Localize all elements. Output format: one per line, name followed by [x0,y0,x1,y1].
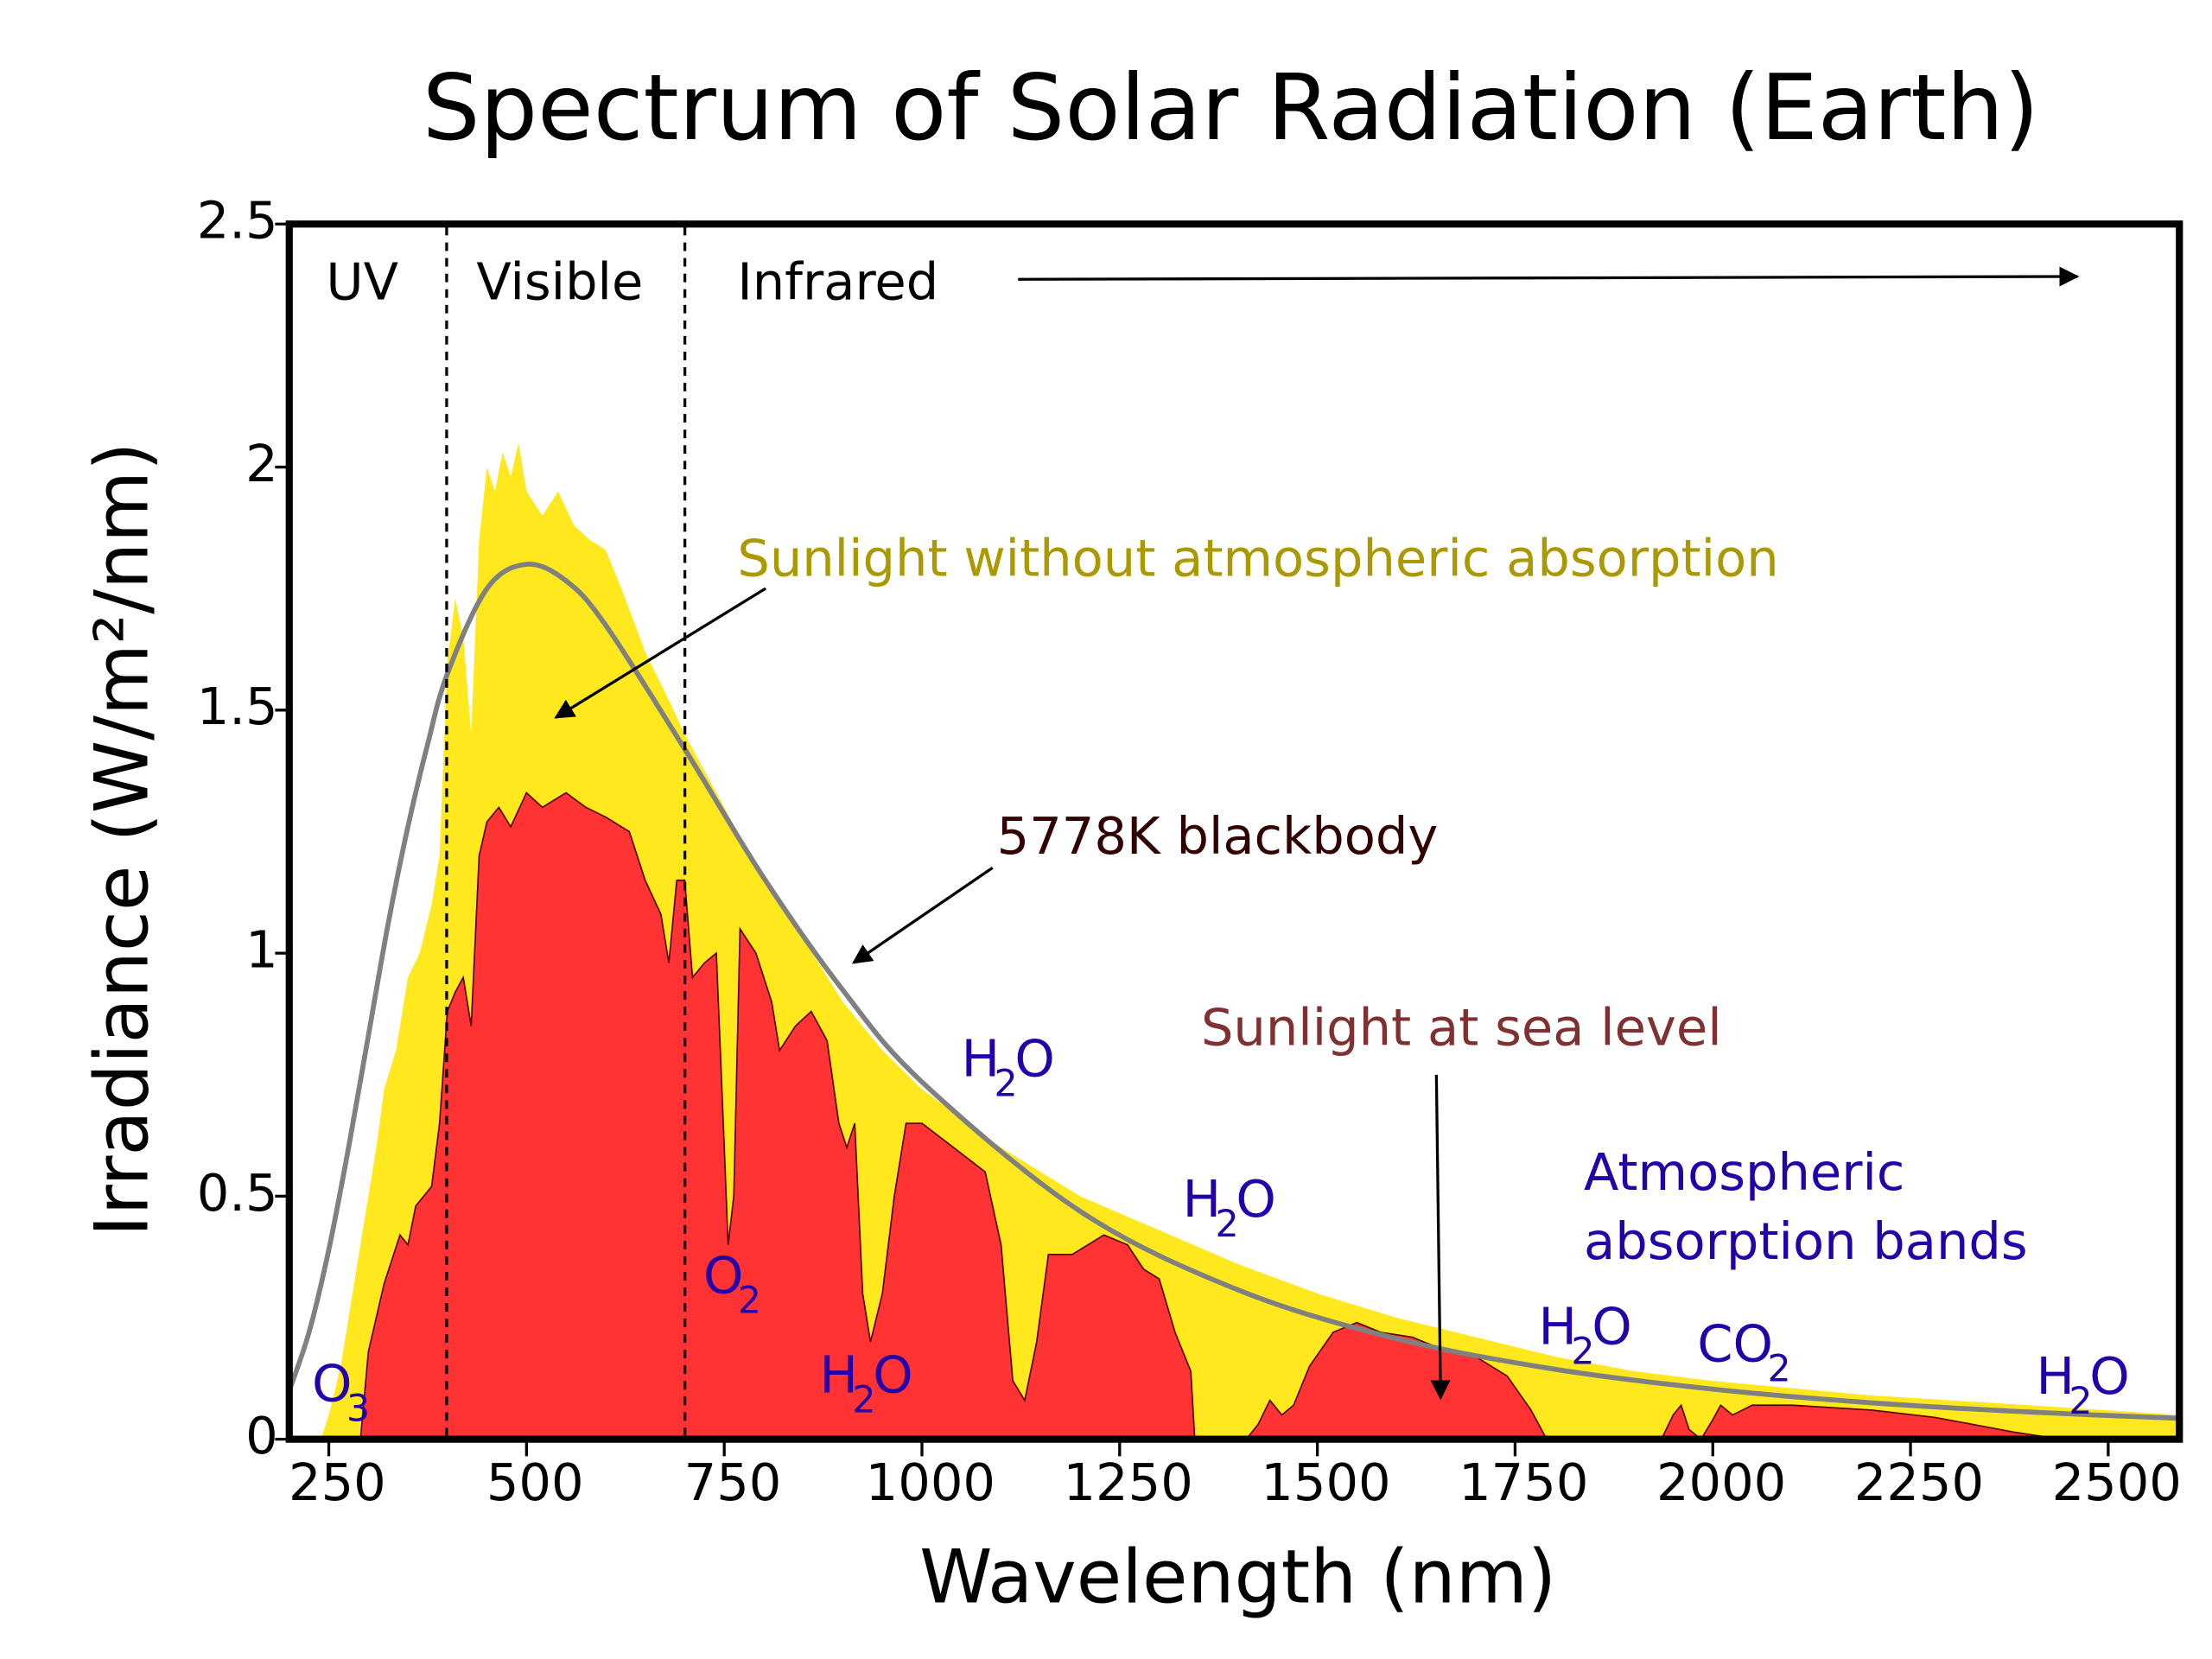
annotation-blackbody: 5778K blackbody [997,806,1439,866]
absorption-band-label: H2O [1183,1169,1276,1246]
x-tick-label: 750 [684,1452,782,1512]
absorption-band-label: H2O [1539,1297,1632,1374]
x-tick-label: 1750 [1459,1452,1588,1512]
y-tick-label: 1 [245,920,278,980]
annotation-sunlight-top: Sunlight without atmospheric absorption [737,528,1778,588]
x-tick-label: 250 [289,1452,386,1512]
x-tick-label: 2000 [1656,1452,1786,1512]
annotation-absorption-line1: Atmospheric [1584,1142,1904,1202]
absorption-band-label: H2O [820,1344,913,1421]
y-tick-label: 0 [245,1406,278,1465]
x-tick-label: 2250 [1854,1452,1984,1512]
y-axis-label: Irradiance (W/m²/nm) [80,442,166,1237]
chart-title: Spectrum of Solar Radiation (Earth) [423,55,2039,161]
plot-area [287,442,2180,1440]
sea-level-arrow [1430,1074,1451,1401]
absorption-band-label: H2O [2037,1346,2130,1423]
y-tick-label: 2 [245,434,278,493]
x-tick-label: 500 [486,1452,584,1512]
absorption-band-label: O3 [312,1353,370,1430]
y-tick-label: 1.5 [197,677,278,736]
annotation-sea-level: Sunlight at sea level [1201,997,1722,1057]
absorption-band-label: O2 [703,1246,761,1323]
annotation-absorption-line2: absorption bands [1584,1211,2028,1271]
absorption-band-label: CO2 [1697,1313,1790,1390]
infrared-arrow [1018,266,2080,287]
region-label-visible: Visible [476,251,643,311]
x-tick-label: 2500 [2052,1452,2182,1512]
region-label-uv: UV [326,251,398,311]
blackbody-arrow [852,866,994,964]
x-tick-label: 1000 [866,1452,995,1512]
series-blackbody-line [287,562,2180,1421]
sunlight-top-arrow [554,587,767,719]
region-label-infrared: Infrared [737,251,938,311]
x-tick-label: 1250 [1063,1452,1192,1512]
y-tick-label: 2.5 [197,191,278,251]
plot-frame [285,220,2183,1443]
x-axis-label: Wavelength (nm) [919,1535,1556,1620]
y-tick-label: 0.5 [197,1163,278,1223]
series-sea-level-area [359,791,2062,1440]
x-tick-label: 1500 [1261,1452,1390,1512]
absorption-band-label: H2O [962,1029,1055,1106]
